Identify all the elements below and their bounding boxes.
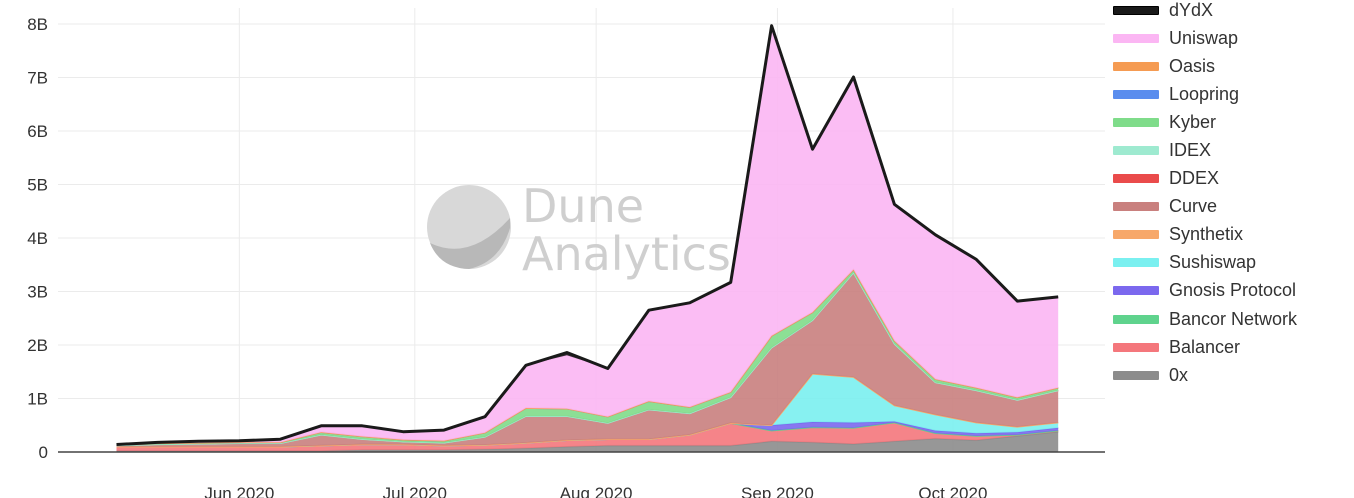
x-tick-label: Oct 2020 [918, 484, 987, 498]
legend-item-gnosis-protocol[interactable]: Gnosis Protocol [1113, 277, 1297, 305]
legend-swatch [1113, 146, 1159, 156]
legend-swatch [1113, 370, 1159, 380]
legend-item-sushiswap[interactable]: Sushiswap [1113, 249, 1297, 277]
dune-analytics-watermark: Dune Analytics [427, 179, 731, 281]
y-tick-label: 6B [27, 122, 48, 141]
y-tick-label: 5B [27, 176, 48, 195]
y-tick-label: 4B [27, 229, 48, 248]
legend-swatch [1113, 61, 1159, 71]
legend-label: dYdX [1169, 0, 1214, 20]
area-uniswap [116, 25, 1059, 445]
area-0x [116, 431, 1059, 452]
chart-legend: dYdX Uniswap Oasis Loopring Kyber IDEX DDEX Cur… [1113, 0, 1297, 389]
legend-label: Uniswap [1169, 27, 1239, 48]
legend-item-synthetix[interactable]: Synthetix [1113, 221, 1297, 249]
watermark-line-1: Dune [522, 179, 644, 233]
x-tick-label: Jul 2020 [383, 484, 447, 498]
x-tick-label: Sep 2020 [741, 484, 814, 498]
legend-label: Oasis [1169, 55, 1216, 76]
y-tick-label: 0 [39, 443, 48, 462]
legend-swatch [1113, 258, 1159, 268]
chart-areas [116, 24, 1059, 452]
legend-swatch [1113, 342, 1159, 352]
y-tick-label: 2B [27, 336, 48, 355]
legend-swatch [1113, 202, 1159, 212]
legend-swatch [1113, 230, 1159, 240]
x-tick-label: Aug 2020 [560, 484, 633, 498]
area-sushiswap [116, 373, 1059, 447]
legend-item-kyber[interactable]: Kyber [1113, 108, 1297, 136]
legend-label: Kyber [1169, 111, 1217, 132]
legend-item-loopring[interactable]: Loopring [1113, 80, 1297, 108]
y-tick-label: 3B [27, 283, 48, 302]
legend-item-balancer[interactable]: Balancer [1113, 333, 1297, 361]
legend-label: Curve [1169, 196, 1218, 217]
legend-swatch [1113, 314, 1159, 324]
legend-item-ddex[interactable]: DDEX [1113, 165, 1297, 193]
watermark-logo-slice [430, 218, 510, 269]
legend-item-0x[interactable]: 0x [1113, 361, 1297, 389]
y-tick-label: 1B [27, 390, 48, 409]
legend-label: Synthetix [1169, 224, 1244, 245]
legend-item-dydx[interactable]: dYdX [1113, 0, 1297, 24]
legend-item-bancor-network[interactable]: Bancor Network [1113, 305, 1297, 333]
legend-swatch [1113, 33, 1159, 43]
legend-item-uniswap[interactable]: Uniswap [1113, 24, 1297, 52]
legend-label: DDEX [1169, 168, 1220, 189]
legend-label: Gnosis Protocol [1169, 280, 1297, 301]
area-balancer [116, 422, 1059, 451]
y-tick-label: 8B [27, 15, 48, 34]
x-tick-label: Jun 2020 [204, 484, 274, 498]
legend-label: Balancer [1169, 336, 1241, 357]
legend-swatch [1113, 117, 1159, 127]
legend-label: Bancor Network [1169, 308, 1298, 329]
legend-label: Sushiswap [1169, 252, 1257, 273]
legend-item-oasis[interactable]: Oasis [1113, 52, 1297, 80]
legend-item-curve[interactable]: Curve [1113, 193, 1297, 221]
legend-item-idex[interactable]: IDEX [1113, 136, 1297, 164]
legend-label: Loopring [1169, 83, 1240, 104]
chart-axes: 0 1B 2B 3B 4B 5B 6B 7B 8B Jun 2020 Jul 2020 Aug 202… [27, 15, 1105, 498]
legend-swatch [1113, 286, 1159, 296]
watermark-line-2: Analytics [522, 227, 731, 281]
legend-label: IDEX [1169, 140, 1212, 161]
legend-swatch [1113, 174, 1159, 184]
area-curve [116, 272, 1059, 447]
legend-swatch [1113, 89, 1159, 99]
legend-swatch [1113, 5, 1159, 15]
legend-label: 0x [1169, 364, 1189, 385]
y-tick-label: 7B [27, 69, 48, 88]
line-dydx [116, 24, 1059, 446]
